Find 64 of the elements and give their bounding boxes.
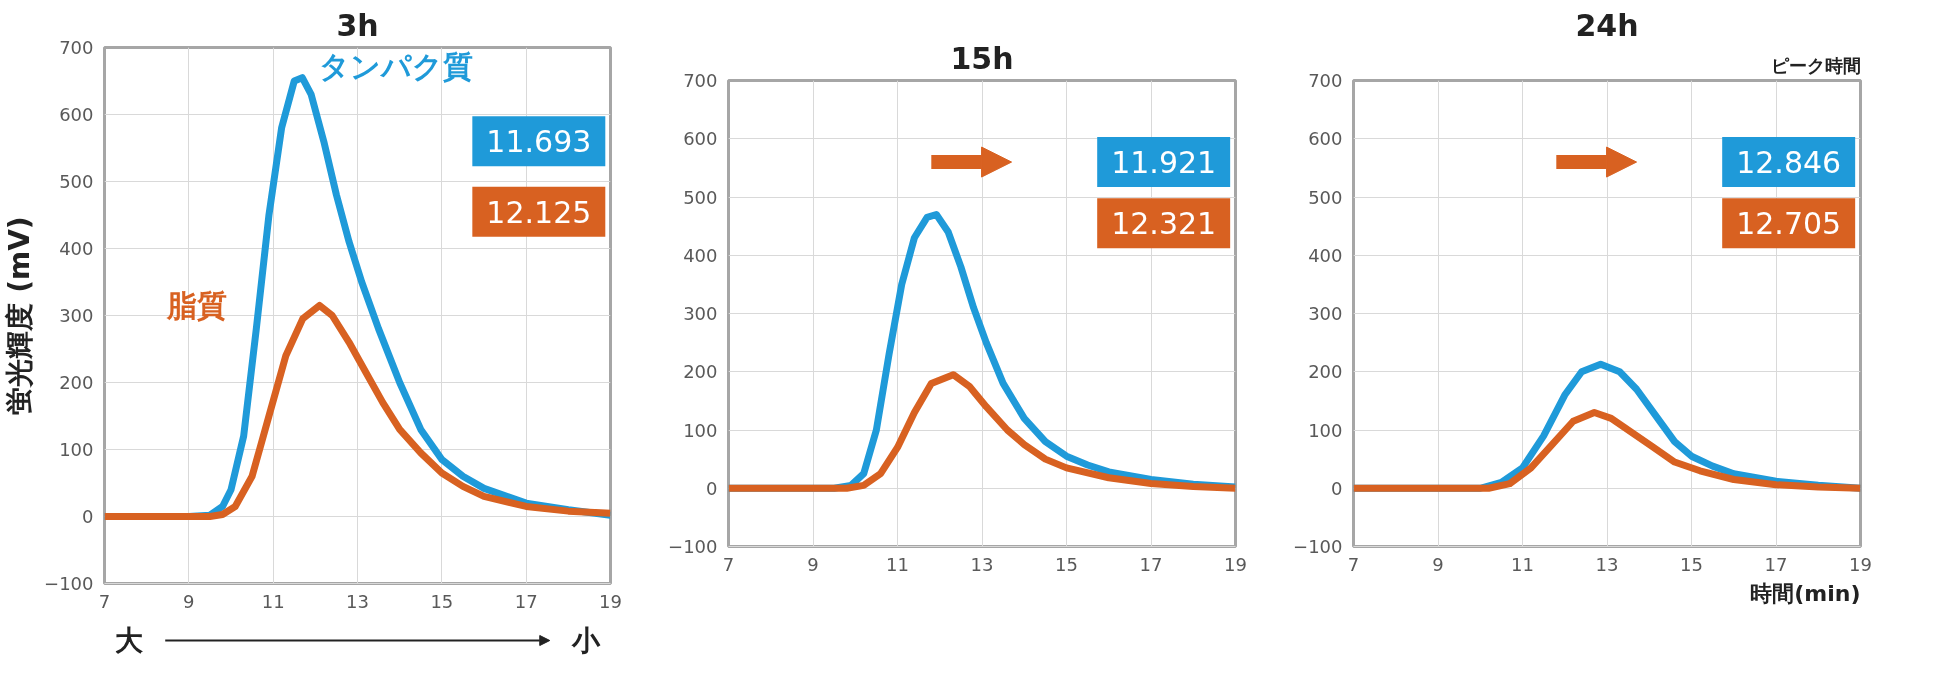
chart-title: 24h xyxy=(1575,7,1639,43)
y-tick-label: 200 xyxy=(683,361,718,383)
annotation: 12.321 xyxy=(1111,206,1217,242)
y-tick-label: 700 xyxy=(683,70,718,91)
x-tick-label: 13 xyxy=(1595,553,1619,575)
y-tick-label: 400 xyxy=(683,244,718,266)
y-tick-label: 100 xyxy=(59,439,94,460)
text: 小 xyxy=(571,624,602,657)
y-tick-label: 0 xyxy=(1331,477,1343,499)
annotation: 12.125 xyxy=(486,194,592,230)
y-axis-title: 蛍光輝度 (mV) xyxy=(3,216,37,415)
y-tick-label: 200 xyxy=(59,372,94,393)
x-tick-label: 17 xyxy=(1139,553,1163,575)
x-tick-label: 19 xyxy=(1224,553,1247,575)
y-tick-label: 700 xyxy=(59,37,94,58)
y-tick-label: 500 xyxy=(1308,186,1343,208)
x-tick-label: 7 xyxy=(722,553,735,575)
y-tick-label: 300 xyxy=(1308,303,1343,324)
series-label: タンパク質 xyxy=(319,49,474,85)
x-tick-label: 19 xyxy=(1849,553,1872,575)
chart-title: 15h xyxy=(950,40,1014,76)
text: ピーク時間 xyxy=(1770,54,1861,76)
x-tick-label: 11 xyxy=(261,590,285,612)
x-tick-label: 19 xyxy=(599,590,622,612)
text: 脂質 xyxy=(165,287,227,323)
x-tick-label: 7 xyxy=(98,590,111,612)
y-tick-label: 100 xyxy=(1308,419,1343,441)
x-tick-label: 9 xyxy=(807,553,819,575)
y-tick-label: 300 xyxy=(683,303,718,324)
x-tick-label: 15 xyxy=(430,590,454,612)
text: 大 xyxy=(114,624,144,657)
annotation: 11.921 xyxy=(1111,145,1217,181)
y-tick-label: 500 xyxy=(59,171,94,192)
y-tick-label: 600 xyxy=(59,104,94,125)
y-tick-label: −100 xyxy=(1293,536,1343,557)
y-tick-label: 600 xyxy=(683,128,718,150)
y-tick-label: −100 xyxy=(44,573,94,594)
y-tick-label: 0 xyxy=(706,477,718,499)
y-tick-label: 100 xyxy=(683,419,718,441)
annotation: 12.705 xyxy=(1736,206,1842,242)
y-tick-label: −100 xyxy=(668,536,718,557)
y-tick-label: 600 xyxy=(1308,128,1343,150)
x-axis-title: 時間(min) xyxy=(1750,580,1861,606)
y-tick-label: 700 xyxy=(1308,70,1343,91)
annotation: 12.846 xyxy=(1736,145,1842,181)
y-tick-label: 200 xyxy=(1308,361,1343,383)
chart-title: 3h xyxy=(336,7,379,43)
x-tick-label: 17 xyxy=(514,590,538,612)
x-tick-label: 13 xyxy=(346,590,369,612)
x-tick-label: 15 xyxy=(1680,553,1703,575)
x-tick-label: 15 xyxy=(1055,553,1078,575)
x-tick-label: 7 xyxy=(1347,553,1360,575)
x-tick-label: 11 xyxy=(886,553,909,575)
x-tick-label: 13 xyxy=(970,553,994,575)
y-tick-label: 500 xyxy=(683,186,718,208)
y-tick-label: 300 xyxy=(59,305,94,326)
y-tick-label: 0 xyxy=(82,506,94,527)
y-tick-label: 400 xyxy=(1308,244,1343,266)
x-tick-label: 11 xyxy=(1511,553,1534,575)
x-tick-label: 9 xyxy=(183,590,195,612)
annotation: 11.693 xyxy=(486,124,592,160)
y-tick-label: 400 xyxy=(59,238,94,259)
x-tick-label: 17 xyxy=(1764,553,1788,575)
x-tick-label: 9 xyxy=(1432,553,1444,575)
